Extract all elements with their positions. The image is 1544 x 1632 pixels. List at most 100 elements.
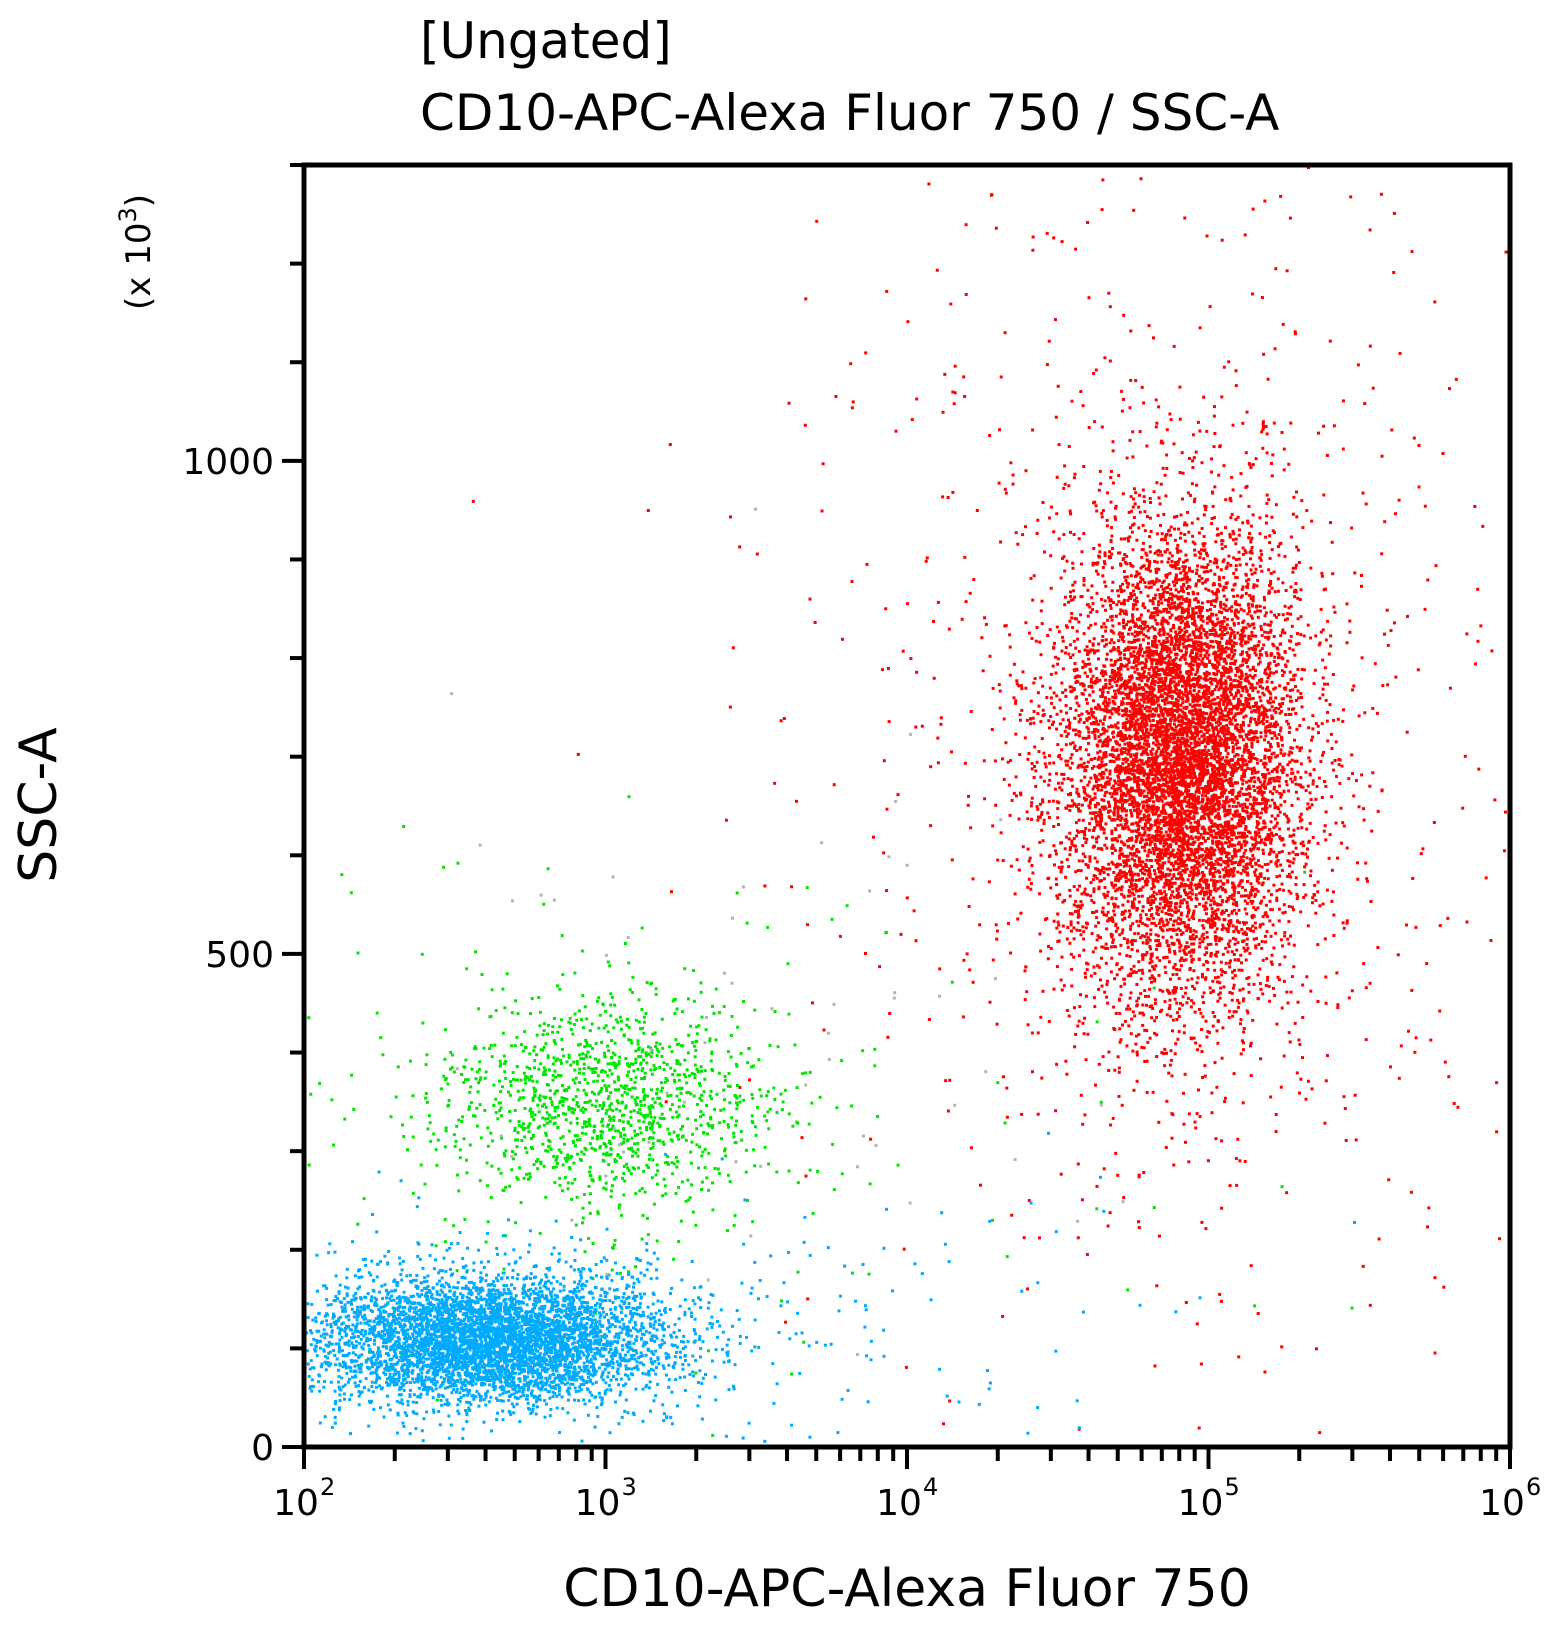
data-point: [1205, 1035, 1209, 1039]
data-point: [1141, 817, 1145, 821]
data-points: [305, 166, 1508, 1443]
data-point: [1141, 638, 1145, 642]
data-point: [1135, 607, 1139, 611]
data-point: [1126, 741, 1130, 745]
data-point: [1035, 760, 1039, 764]
data-point: [1103, 670, 1107, 674]
data-point: [1193, 811, 1196, 815]
data-point: [1225, 724, 1229, 727]
data-point: [1139, 977, 1143, 981]
data-point: [1179, 987, 1183, 990]
data-point: [1086, 783, 1090, 787]
data-point: [1205, 765, 1209, 768]
data-point: [1079, 390, 1083, 393]
data-point: [1199, 711, 1203, 715]
data-point: [1427, 1206, 1431, 1210]
data-point: [1041, 800, 1045, 804]
data-point: [1129, 495, 1133, 499]
data-point: [1285, 990, 1289, 994]
data-point: [1160, 601, 1164, 605]
data-point: [1092, 728, 1096, 732]
data-point: [1207, 646, 1211, 650]
data-point: [1250, 886, 1254, 889]
data-point: [1209, 680, 1213, 684]
data-point: [1264, 804, 1267, 808]
data-point: [1262, 782, 1266, 786]
data-point: [970, 1146, 973, 1150]
data-point: [1093, 733, 1097, 737]
data-point: [1031, 871, 1035, 875]
data-point: [1121, 582, 1125, 586]
data-point: [1278, 827, 1282, 831]
data-point: [1328, 703, 1332, 707]
data-point: [1210, 629, 1214, 633]
data-point: [1079, 682, 1083, 686]
data-point: [1273, 613, 1277, 617]
data-point: [1389, 629, 1393, 633]
data-point: [1211, 769, 1215, 773]
data-point: [1199, 751, 1203, 755]
data-point: [1213, 572, 1217, 576]
data-point: [1201, 886, 1205, 890]
data-point: [1081, 1021, 1085, 1025]
data-point: [1091, 787, 1095, 791]
data-point: [1481, 524, 1485, 528]
plot-area: [305, 166, 1508, 1443]
data-point: [1096, 823, 1099, 827]
data-point: [1230, 707, 1234, 711]
data-point: [1068, 809, 1072, 812]
data-point: [1039, 720, 1043, 724]
data-point: [1215, 702, 1219, 706]
data-point: [1081, 818, 1085, 822]
data-point: [1125, 839, 1129, 843]
data-point: [1086, 588, 1090, 592]
data-point: [1168, 551, 1172, 555]
data-point: [1033, 677, 1037, 681]
data-point: [1085, 1253, 1089, 1256]
data-point: [1222, 365, 1226, 369]
data-point: [1066, 732, 1070, 736]
data-point: [1103, 551, 1107, 555]
data-point: [1139, 992, 1143, 996]
data-point: [1203, 1064, 1207, 1068]
data-point: [1088, 639, 1092, 643]
data-point: [1250, 536, 1254, 540]
data-point: [1082, 532, 1086, 536]
data-point: [1174, 588, 1178, 592]
data-point: [993, 759, 997, 763]
data-point: [1175, 1001, 1179, 1005]
data-point: [1224, 498, 1228, 502]
data-point: [1299, 776, 1303, 780]
data-point: [983, 797, 987, 801]
data-point: [1095, 1184, 1099, 1188]
data-point: [1227, 763, 1231, 767]
data-point: [1119, 737, 1123, 741]
data-point: [1255, 809, 1259, 813]
data-point: [1141, 885, 1145, 889]
data-point: [1126, 974, 1130, 978]
data-point: [1120, 892, 1124, 896]
data-point: [1120, 910, 1124, 914]
data-point: [1151, 879, 1155, 883]
data-point: [1156, 861, 1159, 865]
data-point: [1099, 819, 1103, 823]
data-point: [1038, 815, 1042, 819]
data-point: [1124, 579, 1128, 582]
data-point: [1287, 920, 1291, 924]
data-point: [1087, 804, 1091, 808]
data-point: [1202, 788, 1206, 791]
data-point: [1414, 1036, 1418, 1040]
data-point: [1222, 659, 1226, 663]
data-point: [1162, 757, 1166, 760]
data-point: [1211, 788, 1215, 792]
data-point: [1220, 928, 1224, 931]
data-point: [1122, 860, 1126, 864]
data-point: [1111, 440, 1115, 444]
data-point: [1110, 668, 1114, 672]
data-point: [1093, 1005, 1097, 1009]
data-point: [1157, 600, 1161, 604]
data-point: [1141, 676, 1145, 680]
data-point: [1141, 654, 1145, 658]
data-point: [1162, 639, 1166, 643]
data-point: [1109, 649, 1113, 653]
